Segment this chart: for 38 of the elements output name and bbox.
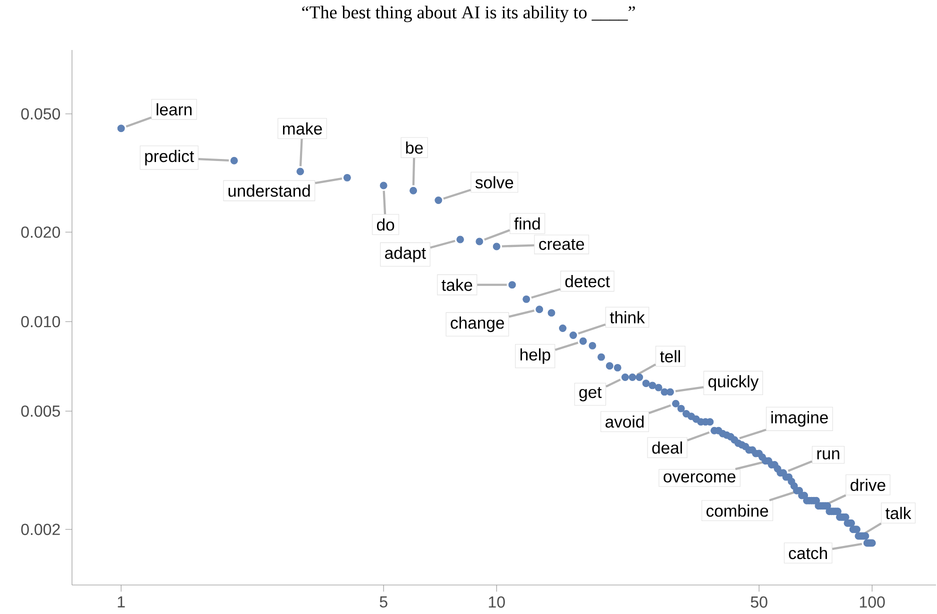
annotation: deal (652, 441, 682, 454)
chart-title: “The best thing about AI is its ability to ____” (302, 6, 635, 22)
annotation: predict (145, 150, 194, 166)
y-tick-label: 0.010 (21, 316, 60, 328)
annotation: do (376, 218, 394, 231)
x-tick-label: 10 (488, 596, 505, 608)
annotation: avoid (606, 415, 644, 428)
y-tick-label: 0.050 (21, 108, 60, 120)
annotation: create (539, 239, 584, 250)
x-tick-label: 1 (118, 596, 125, 608)
annotation: detect (565, 275, 610, 288)
annotation: drive (850, 478, 886, 491)
annotation: run (817, 450, 840, 460)
annotation: catch (788, 546, 827, 560)
annotation: be (406, 141, 423, 154)
y-tick-label: 0.020 (21, 226, 60, 238)
annotation: solve (475, 176, 514, 188)
annotation: change (450, 316, 504, 332)
annotation: quickly (708, 375, 759, 391)
y-tick-label: 0.005 (21, 405, 60, 417)
annotation: combine (706, 504, 768, 517)
x-tick-label: 5 (380, 596, 388, 608)
annotation: make (282, 122, 322, 135)
y-tick-label: 0.002 (21, 524, 60, 536)
annotation: talk (886, 506, 912, 520)
annotation: learn (156, 103, 192, 116)
annotation: adapt (385, 246, 426, 262)
annotation: get (579, 387, 602, 402)
annotation: imagine (771, 411, 828, 427)
x-tick-label: 50 (750, 596, 768, 608)
annotation: think (610, 311, 645, 324)
x-tick-label: 100 (860, 596, 885, 608)
annotation: understand (228, 184, 310, 197)
annotation: take (442, 278, 472, 291)
annotation: tell (660, 350, 680, 362)
annotation: help (520, 348, 550, 364)
annotation: find (514, 217, 540, 230)
annotation: overcome (664, 473, 736, 482)
